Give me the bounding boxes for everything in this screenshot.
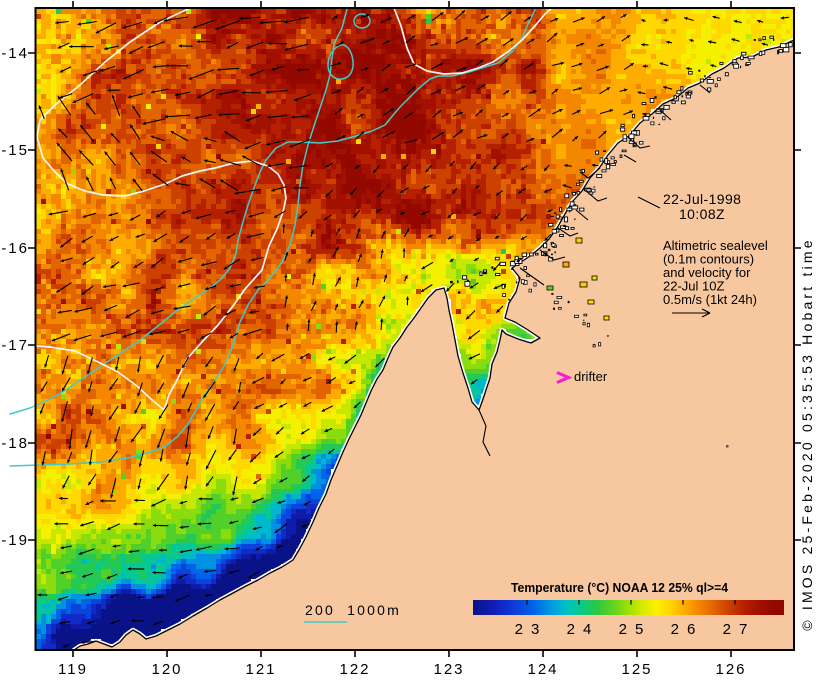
svg-text:22-Jul-1998: 22-Jul-1998 [663, 191, 741, 207]
svg-text:121: 121 [245, 661, 276, 678]
svg-text:-17: -17 [1, 337, 29, 354]
svg-text:27: 27 [723, 621, 756, 638]
svg-text:0.5m/s (1kt 24h): 0.5m/s (1kt 24h) [663, 292, 757, 307]
svg-text:22-Jul 10Z: 22-Jul 10Z [663, 279, 724, 294]
svg-text:10:08Z: 10:08Z [679, 206, 725, 222]
svg-text:and velocity for: and velocity for [663, 265, 751, 280]
svg-text:(0.1m contours): (0.1m contours) [663, 252, 754, 267]
svg-text:119: 119 [58, 661, 88, 678]
svg-text:-16: -16 [1, 240, 29, 257]
svg-text:-15: -15 [1, 142, 29, 159]
svg-text:124: 124 [527, 661, 558, 678]
svg-text:drifter: drifter [574, 369, 608, 384]
svg-text:Temperature (°C) NOAA 12 25% q: Temperature (°C) NOAA 12 25% ql>=4 [511, 580, 729, 595]
svg-text:123: 123 [433, 661, 464, 678]
svg-text:© IMOS 25-Feb-2020 05:35:53 Ho: © IMOS 25-Feb-2020 05:35:53 Hobart time [799, 237, 815, 630]
svg-text:Altimetric sealevel: Altimetric sealevel [663, 238, 768, 253]
svg-text:125: 125 [621, 661, 652, 678]
svg-text:-19: -19 [1, 532, 29, 549]
svg-text:23: 23 [515, 621, 548, 638]
svg-text:-18: -18 [1, 435, 29, 452]
svg-text:24: 24 [567, 621, 600, 638]
svg-text:122: 122 [339, 661, 370, 678]
svg-text:26: 26 [671, 621, 704, 638]
svg-text:126: 126 [715, 661, 746, 678]
svg-text:25: 25 [619, 621, 652, 638]
svg-text:200 1000m: 200 1000m [305, 602, 401, 618]
svg-text:-14: -14 [1, 45, 29, 62]
svg-text:120: 120 [151, 661, 182, 678]
